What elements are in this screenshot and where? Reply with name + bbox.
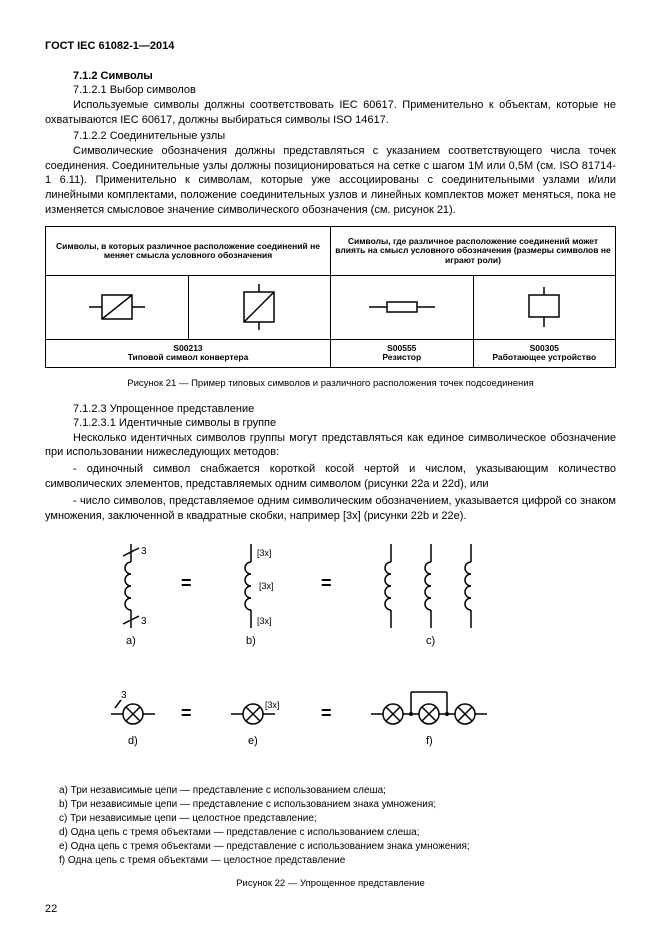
svg-text:3: 3: [141, 546, 147, 557]
section-7-1-2: 7.1.2 Символы: [45, 70, 616, 82]
legend-e: e) Одна цепь с тремя объектами — предста…: [45, 840, 616, 854]
legend-b: b) Три независимые цепи — представление …: [45, 798, 616, 812]
label-a: a): [126, 635, 136, 647]
label-e: e): [248, 735, 258, 747]
eq-1: =: [181, 573, 192, 593]
subsection-num: 7.1.2.3.1: [73, 417, 116, 429]
legend-f: f) Одна цепь с тремя объектами — целостн…: [45, 854, 616, 868]
subsection-title: Выбор символов: [110, 84, 196, 96]
label-f: f): [426, 735, 433, 747]
svg-text:[3х]: [3х]: [257, 616, 272, 626]
code-cell-3: S00305 Работающее устройство: [473, 339, 616, 367]
subsection-title: Идентичные символы в группе: [119, 417, 276, 429]
list-item-2: - число символов, представляемое одним с…: [45, 494, 616, 524]
converter-symbol-1: [46, 275, 189, 339]
figure-22: 3 3 a) = [3х] [3х] [3х] b) =: [45, 534, 616, 774]
label-c: c): [426, 635, 435, 647]
symbol-table: Символы, в которых различное расположени…: [45, 226, 616, 368]
fig22-caption: Рисунок 22 — Упрощенное представление: [45, 878, 616, 889]
legend-a: a) Три независимые цепи — представление …: [45, 784, 616, 798]
converter-icon-alt: [234, 282, 284, 332]
code-cell-1: S00213 Типовой символ конвертера: [46, 339, 331, 367]
eq-4: =: [321, 703, 332, 723]
name-3: Работающее устройство: [492, 352, 596, 362]
subsection-title: Упрощенное представление: [110, 403, 255, 415]
subsection-num: 7.1.2.2: [73, 130, 107, 142]
resistor-icon: [367, 292, 437, 322]
eq-2: =: [321, 573, 332, 593]
paragraph-3: Несколько идентичных символов группы мог…: [45, 431, 616, 461]
device-symbol: [473, 275, 616, 339]
subsection-num: 7.1.2.1: [73, 84, 107, 96]
section-num: 7.1.2: [73, 70, 97, 82]
name-2: Резистор: [382, 352, 421, 362]
list-item-1: - одиночный символ снабжается короткой к…: [45, 462, 616, 492]
subsection-title: Соединительные узлы: [110, 130, 225, 142]
page-number: 22: [45, 903, 616, 915]
paragraph-1: Используемые символы должны соответствов…: [45, 98, 616, 128]
table-header-1: Символы, в которых различное расположени…: [46, 226, 331, 275]
converter-icon: [87, 287, 147, 327]
figure-22-legend: a) Три независимые цепи — представление …: [45, 784, 616, 868]
converter-symbol-2: [188, 275, 331, 339]
legend-d: d) Одна цепь с тремя объектами — предста…: [45, 826, 616, 840]
eq-3: =: [181, 703, 192, 723]
section-7-1-2-1: 7.1.2.1 Выбор символов: [45, 84, 616, 96]
legend-c: c) Три независимые цепи — целостное пред…: [45, 812, 616, 826]
page: ГОСТ IEC 61082-1—2014 7.1.2 Символы 7.1.…: [0, 0, 661, 945]
paragraph-2: Символические обозначения должны предста…: [45, 144, 616, 218]
section-7-1-2-2: 7.1.2.2 Соединительные узлы: [45, 130, 616, 142]
figure-22-svg: 3 3 a) = [3х] [3х] [3х] b) =: [71, 534, 591, 774]
doc-header: ГОСТ IEC 61082-1—2014: [45, 40, 616, 52]
device-icon: [514, 285, 574, 330]
code-cell-2: S00555 Резистор: [331, 339, 474, 367]
name-1: Типовой символ конвертера: [128, 352, 249, 362]
section-title-text: Символы: [101, 70, 153, 82]
subsection-num: 7.1.2.3: [73, 403, 107, 415]
label-d: d): [128, 735, 138, 747]
fig21-caption: Рисунок 21 — Пример типовых символов и р…: [45, 378, 616, 389]
label-b: b): [246, 635, 256, 647]
section-7-1-2-3-1: 7.1.2.3.1 Идентичные символы в группе: [45, 417, 616, 429]
svg-text:[3х]: [3х]: [265, 700, 280, 710]
svg-text:3: 3: [141, 616, 147, 627]
section-7-1-2-3: 7.1.2.3 Упрощенное представление: [45, 403, 616, 415]
table-header-2: Символы, где различное расположение соед…: [331, 226, 616, 275]
resistor-symbol: [331, 275, 474, 339]
svg-text:[3х]: [3х]: [257, 548, 272, 558]
svg-text:[3х]: [3х]: [259, 581, 274, 591]
svg-text:3: 3: [121, 690, 127, 701]
